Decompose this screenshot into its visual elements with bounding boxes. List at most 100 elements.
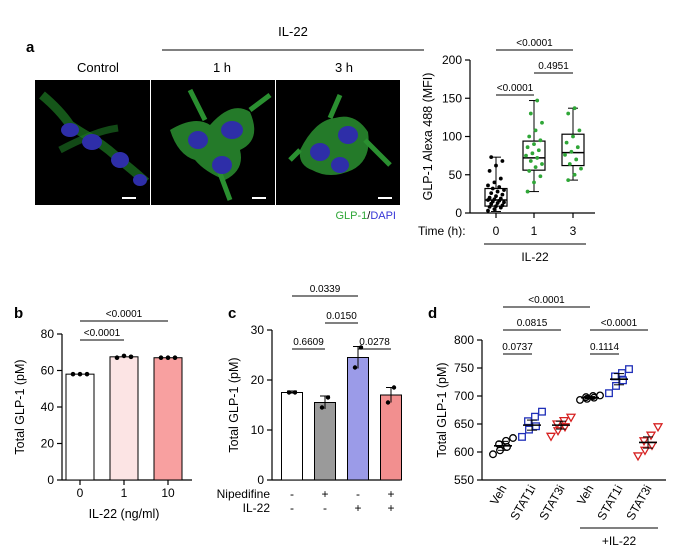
- data-point: [509, 434, 517, 442]
- data-point: [566, 178, 571, 183]
- data-point: [487, 195, 492, 200]
- data-point: [572, 172, 577, 177]
- data-point: [565, 413, 577, 423]
- data-point: [489, 155, 494, 160]
- factor-row-label: Nipedifine: [217, 487, 271, 501]
- p-value-label: <0.0001: [601, 318, 638, 329]
- data-point: [502, 188, 506, 192]
- data-point: [498, 196, 503, 201]
- data-point: [524, 153, 528, 158]
- data-point: [530, 151, 535, 156]
- chart-a: 0 50 100 150 200 GLP-1 Alexa 488 (MFI) 0 1 3 Time…: [418, 38, 595, 264]
- p-value-label: 0.0278: [359, 337, 390, 348]
- data-point: [612, 381, 620, 390]
- data-point: [114, 355, 120, 361]
- y-axis-label: Total GLP-1 (pM): [227, 357, 241, 452]
- p-value-label: 0.6609: [293, 337, 324, 348]
- data-point: [563, 152, 567, 157]
- image-label-3h: 3 h: [335, 60, 353, 75]
- y-axis-label: Total GLP-1 (pM): [13, 359, 27, 454]
- data-point: [533, 165, 538, 170]
- data-point: [625, 365, 633, 374]
- data-point: [619, 376, 627, 385]
- data-point: [492, 197, 497, 202]
- panel-label-b: b: [14, 305, 23, 322]
- data-point: [500, 159, 505, 163]
- data-point: [528, 111, 533, 116]
- data-point: [566, 111, 571, 116]
- data-point: [639, 446, 651, 456]
- y-tick-label: 60: [41, 364, 55, 378]
- data-point: [552, 427, 564, 437]
- box-iqr: [522, 140, 546, 171]
- data-point: [532, 422, 540, 431]
- data-point: [535, 156, 540, 160]
- micrograph-3h: [276, 80, 400, 205]
- y-tick-label: 800: [454, 333, 474, 347]
- data-point: [572, 106, 577, 111]
- box-iqr: [561, 133, 585, 167]
- bar: [314, 402, 336, 481]
- data-point: [528, 159, 533, 163]
- x-tick-label: Veh: [487, 483, 509, 508]
- y-tick-label: 600: [454, 445, 474, 459]
- data-point: [532, 142, 536, 147]
- y-tick-label: 0: [47, 473, 54, 487]
- data-point: [571, 134, 575, 139]
- factor-sign: -: [290, 487, 294, 501]
- data-point: [500, 192, 505, 197]
- data-point: [652, 423, 664, 433]
- data-point: [494, 163, 498, 168]
- x-tick-label: 1: [531, 224, 538, 238]
- y-tick-label: 150: [442, 91, 462, 105]
- p-value-label: 0.0737: [502, 342, 533, 353]
- bar: [347, 357, 369, 481]
- data-point: [77, 371, 83, 377]
- data-point: [498, 176, 503, 181]
- data-point: [569, 149, 574, 154]
- data-point: [325, 395, 331, 400]
- stain-legend-glp1: GLP-1: [335, 210, 367, 222]
- p-value-label: 0.0815: [517, 318, 548, 329]
- data-point: [525, 425, 533, 434]
- data-point: [486, 208, 490, 213]
- data-point: [535, 98, 540, 103]
- p-value-label: 0.0339: [310, 284, 341, 295]
- data-point: [533, 128, 538, 133]
- data-point: [489, 191, 494, 196]
- y-tick-label: 10: [251, 423, 265, 437]
- data-point: [564, 140, 569, 145]
- data-point: [121, 353, 127, 359]
- time-row-label: Time (h):: [418, 224, 466, 238]
- data-point: [165, 355, 171, 361]
- micrograph-control: [35, 80, 150, 205]
- x-tick-label: STAT1i: [507, 483, 538, 523]
- factor-sign: -: [356, 487, 360, 501]
- x-tick-label: 0: [77, 486, 84, 500]
- bar: [153, 357, 183, 481]
- bar: [65, 373, 95, 481]
- data-point: [538, 174, 543, 179]
- data-point: [532, 180, 536, 185]
- data-point: [503, 443, 511, 451]
- data-point: [574, 157, 579, 162]
- data-point: [502, 436, 510, 445]
- data-point: [538, 138, 543, 143]
- x-tick-label: STAT3i: [623, 483, 654, 523]
- data-point: [579, 166, 583, 171]
- p-value-label: <0.0001: [528, 295, 565, 306]
- data-point: [487, 204, 492, 209]
- p-value-label: <0.0001: [516, 38, 553, 49]
- y-axis-label: GLP-1 Alexa 488 (MFI): [421, 73, 435, 201]
- data-point: [70, 371, 76, 377]
- p-value-label: <0.0001: [497, 83, 534, 94]
- micrograph-1h: [151, 80, 275, 205]
- x-tick-label: STAT1i: [594, 483, 625, 523]
- data-point: [527, 169, 532, 173]
- x-axis-label: IL-22 (ng/ml): [89, 507, 160, 521]
- bar: [281, 392, 303, 481]
